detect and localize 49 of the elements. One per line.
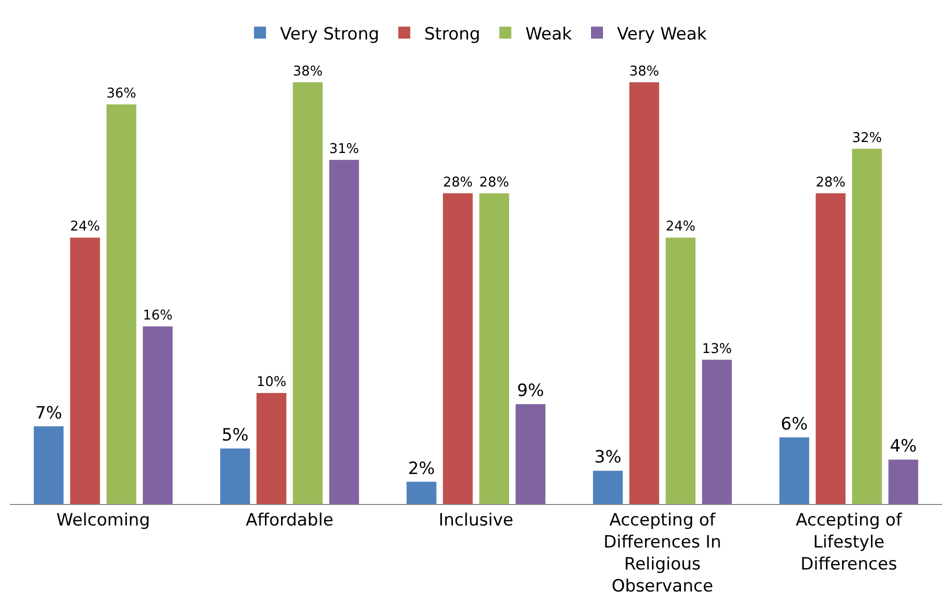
x-tick-label: Inclusive [438,510,514,530]
legend-label: Very Weak [617,24,707,44]
data-label: 13% [702,342,732,357]
bar [888,460,918,504]
bar [629,82,660,504]
bar [816,193,846,504]
data-label: 2% [408,458,435,479]
bar [442,193,473,504]
x-tick-label: Accepting of Lifestyle Differences [796,510,903,575]
data-label: 7% [35,403,62,424]
data-label: 38% [292,64,323,80]
bar [779,437,810,504]
bar [852,148,882,504]
bar [329,160,360,504]
data-label: 32% [852,130,882,146]
bar [34,426,64,504]
bar [666,238,696,504]
data-label: 4% [890,436,917,457]
data-label: 28% [442,175,473,190]
x-tick-label: Accepting of Differences In Religious Observance [604,510,722,597]
data-label: 3% [594,448,622,468]
bar [702,360,732,504]
bar [142,326,173,504]
data-label: 9% [517,381,544,402]
data-label: 28% [816,175,846,190]
bar [406,482,436,504]
data-label: 38% [629,64,660,80]
bar [292,82,323,504]
legend-label: Weak [525,24,572,44]
data-label: 16% [142,308,173,324]
data-label: 36% [106,86,136,102]
legend-label: Very Strong [280,24,380,44]
data-label: 31% [329,142,360,157]
bar [256,393,286,504]
data-label: 10% [256,375,286,390]
bar [479,193,510,504]
bar [220,448,250,504]
data-label: 24% [666,220,696,235]
data-label: 28% [479,175,510,190]
data-label: 6% [780,414,808,434]
bar [516,404,546,504]
legend-label: Strong [424,24,480,44]
x-tick-label: Affordable [246,510,334,530]
bar [106,104,136,504]
data-label: 5% [222,426,249,446]
data-label: 24% [70,220,100,235]
x-tick-label: Welcoming [56,510,150,530]
bar [70,238,100,504]
bar [592,470,623,504]
